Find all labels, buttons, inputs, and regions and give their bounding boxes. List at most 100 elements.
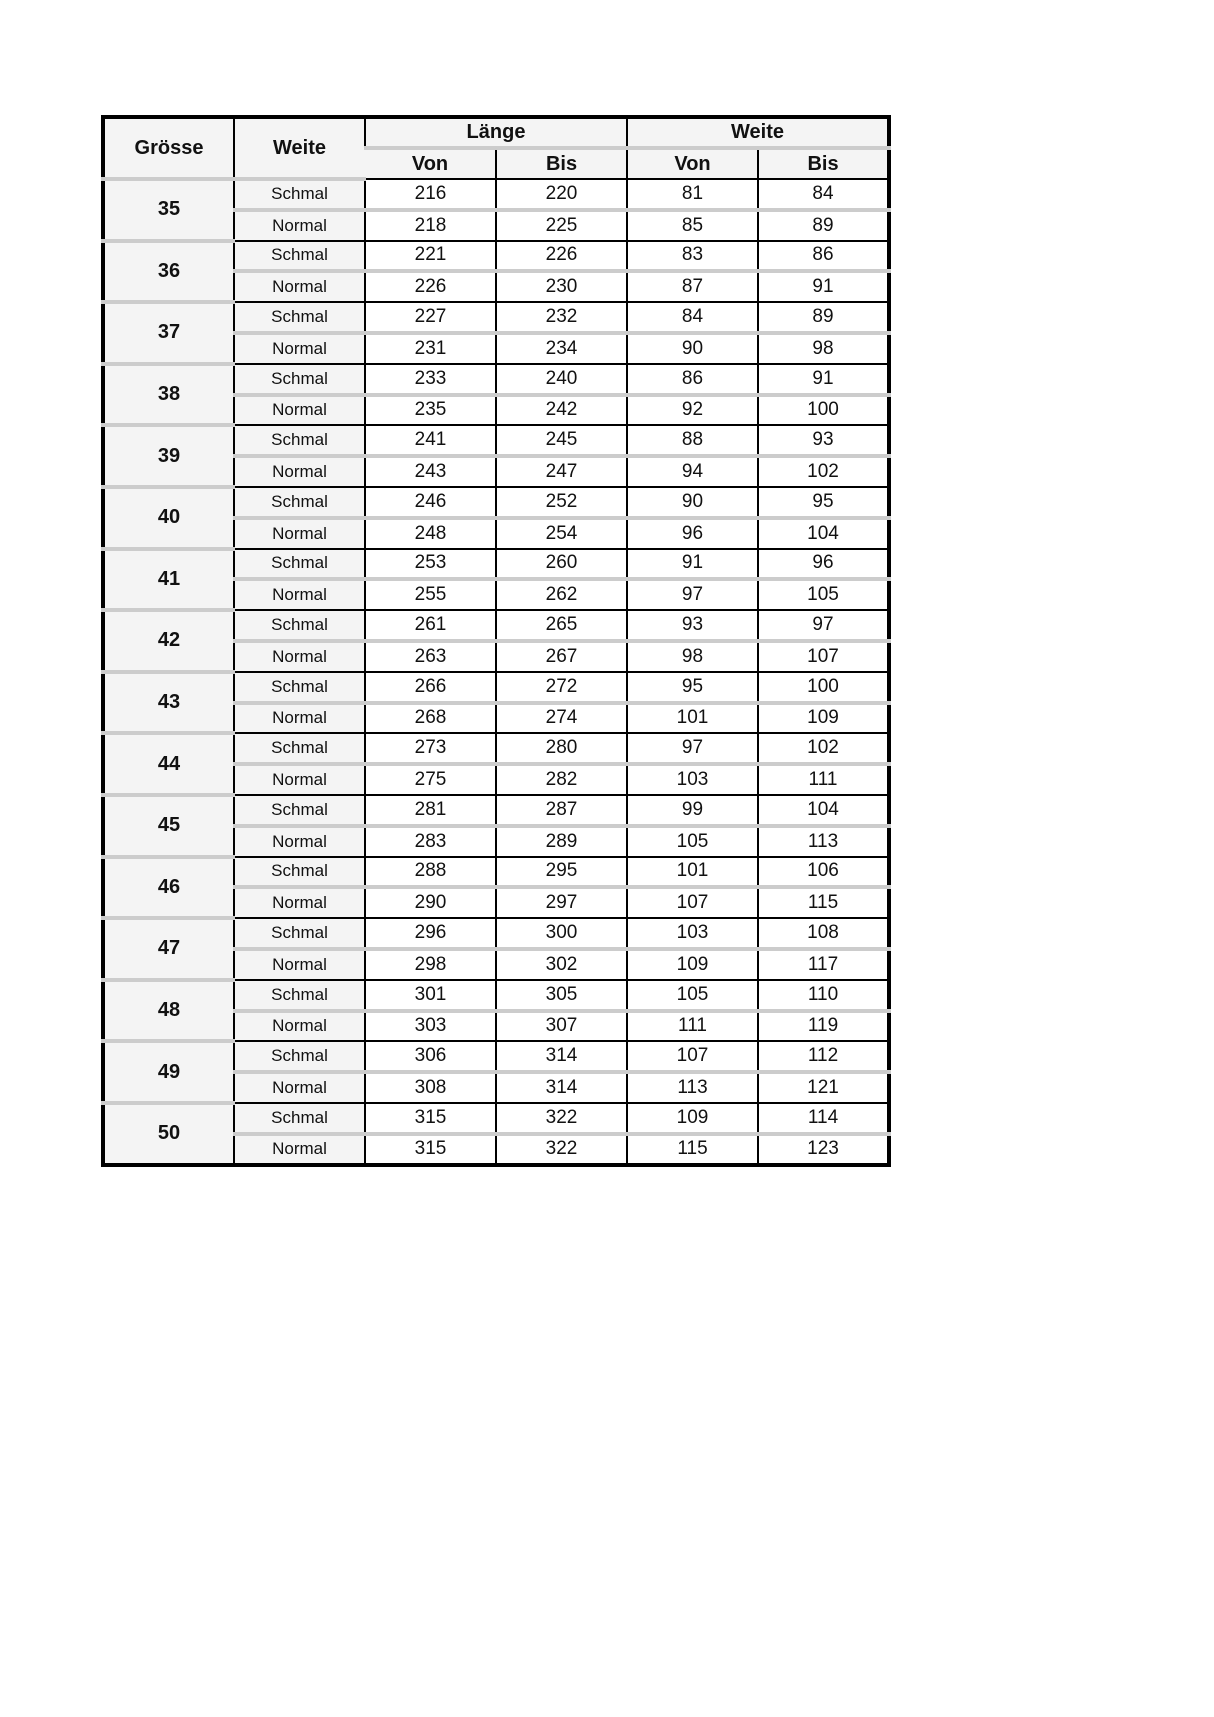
table-row-42-normal: Normal 263 267 98 107 xyxy=(103,638,889,672)
laenge-von-cell: 283 xyxy=(364,823,496,857)
weite-von-cell: 90 xyxy=(626,485,758,518)
laenge-bis-cell: 260 xyxy=(495,547,627,580)
table-row-48-normal: Normal 303 307 111 119 xyxy=(103,1008,889,1042)
laenge-von-cell: 303 xyxy=(364,1008,496,1042)
weite-bis-cell: 123 xyxy=(757,1131,889,1165)
weite-cell: Schmal xyxy=(233,362,365,395)
table-row-41-schmal: 41 Schmal 253 260 91 96 xyxy=(103,546,889,611)
table-row-41-normal: Normal 255 262 97 105 xyxy=(103,577,889,611)
weite-bis-cell: 89 xyxy=(757,301,889,333)
size-cell: 39 xyxy=(103,423,234,487)
weite-cell: Schmal xyxy=(233,1101,365,1134)
table-row-37-normal: Normal 231 234 90 98 xyxy=(103,330,889,364)
weite-bis-cell: 105 xyxy=(757,577,889,611)
laenge-bis-cell: 220 xyxy=(495,178,627,210)
laenge-von-cell: 218 xyxy=(364,207,496,241)
table-row-39-normal: Normal 243 247 94 102 xyxy=(103,454,889,487)
weite-cell: Schmal xyxy=(233,178,365,210)
header-weite-group: Weite xyxy=(626,117,889,150)
laenge-von-cell: 268 xyxy=(364,700,496,734)
laenge-bis-cell: 234 xyxy=(495,330,627,364)
size-cell: 37 xyxy=(103,300,234,364)
weite-cell: Normal xyxy=(233,577,365,611)
size-cell: 44 xyxy=(103,731,234,795)
table-row-50-schmal: 50 Schmal 315 322 109 114 xyxy=(103,1100,889,1165)
weite-von-cell: 109 xyxy=(626,1101,758,1134)
header-laenge-von: Von xyxy=(365,148,496,180)
weite-bis-cell: 108 xyxy=(757,917,889,949)
size-cell: 49 xyxy=(103,1039,234,1103)
weite-cell: Normal xyxy=(233,330,365,364)
laenge-bis-cell: 232 xyxy=(495,301,627,333)
laenge-bis-cell: 314 xyxy=(495,1070,627,1103)
weite-bis-cell: 109 xyxy=(757,700,889,734)
laenge-von-cell: 275 xyxy=(364,762,496,795)
laenge-von-cell: 306 xyxy=(364,1040,496,1073)
laenge-bis-cell: 297 xyxy=(495,885,627,919)
weite-von-cell: 85 xyxy=(626,207,758,241)
weite-bis-cell: 100 xyxy=(757,392,889,426)
laenge-bis-cell: 265 xyxy=(495,609,627,641)
weite-bis-cell: 102 xyxy=(757,732,889,765)
laenge-bis-cell: 247 xyxy=(495,454,627,487)
table-row-39-schmal: 39 Schmal 241 245 88 93 xyxy=(103,423,889,487)
header-weite-bis: Bis xyxy=(757,148,889,180)
table-row-37-schmal: 37 Schmal 227 232 84 89 xyxy=(103,300,889,364)
weite-bis-cell: 98 xyxy=(757,330,889,364)
weite-cell: Schmal xyxy=(233,670,365,703)
size-cell: 50 xyxy=(103,1100,234,1165)
weite-von-cell: 103 xyxy=(626,917,758,949)
table-row-49-schmal: 49 Schmal 306 314 107 112 xyxy=(103,1039,889,1103)
laenge-bis-cell: 322 xyxy=(495,1131,627,1165)
weite-von-cell: 107 xyxy=(626,885,758,919)
weite-cell: Normal xyxy=(233,392,365,426)
weite-cell: Normal xyxy=(233,762,365,795)
weite-cell: Schmal xyxy=(233,855,365,888)
size-cell: 43 xyxy=(103,669,234,734)
table-row-36-schmal: 36 Schmal 221 226 83 86 xyxy=(103,238,889,303)
table-row-40-normal: Normal 248 254 96 104 xyxy=(103,515,889,549)
table-row-47-schmal: 47 Schmal 296 300 103 108 xyxy=(103,916,889,980)
weite-von-cell: 101 xyxy=(626,700,758,734)
weite-von-cell: 101 xyxy=(626,855,758,888)
weite-von-cell: 98 xyxy=(626,638,758,672)
weite-von-cell: 94 xyxy=(626,454,758,487)
laenge-von-cell: 255 xyxy=(364,577,496,611)
weite-cell: Normal xyxy=(233,454,365,487)
table-row-38-normal: Normal 235 242 92 100 xyxy=(103,392,889,426)
weite-von-cell: 105 xyxy=(626,978,758,1011)
table-row-46-normal: Normal 290 297 107 115 xyxy=(103,885,889,919)
weite-bis-cell: 91 xyxy=(757,362,889,395)
weite-von-cell: 97 xyxy=(626,732,758,765)
size-cell: 42 xyxy=(103,608,234,672)
weite-von-cell: 87 xyxy=(626,269,758,303)
weite-bis-cell: 114 xyxy=(757,1101,889,1134)
size-cell: 38 xyxy=(103,361,234,426)
weite-von-cell: 107 xyxy=(626,1040,758,1073)
weite-von-cell: 86 xyxy=(626,362,758,395)
weite-cell: Schmal xyxy=(233,1040,365,1073)
header-laenge-bis: Bis xyxy=(495,148,627,180)
table-row-36-normal: Normal 226 230 87 91 xyxy=(103,269,889,303)
weite-bis-cell: 89 xyxy=(757,207,889,241)
weite-cell: Normal xyxy=(233,638,365,672)
laenge-bis-cell: 300 xyxy=(495,917,627,949)
laenge-bis-cell: 287 xyxy=(495,793,627,826)
table-row-48-schmal: 48 Schmal 301 305 105 110 xyxy=(103,977,889,1042)
weite-von-cell: 105 xyxy=(626,823,758,857)
laenge-von-cell: 315 xyxy=(364,1131,496,1165)
weite-cell: Schmal xyxy=(233,239,365,272)
laenge-von-cell: 235 xyxy=(364,392,496,426)
laenge-von-cell: 298 xyxy=(364,946,496,980)
laenge-bis-cell: 267 xyxy=(495,638,627,672)
weite-cell: Schmal xyxy=(233,485,365,518)
laenge-bis-cell: 225 xyxy=(495,207,627,241)
laenge-von-cell: 221 xyxy=(364,239,496,272)
weite-bis-cell: 117 xyxy=(757,946,889,980)
table-row-45-schmal: 45 Schmal 281 287 99 104 xyxy=(103,792,889,857)
table-row-46-schmal: 46 Schmal 288 295 101 106 xyxy=(103,854,889,919)
weite-von-cell: 99 xyxy=(626,793,758,826)
laenge-von-cell: 301 xyxy=(364,978,496,1011)
size-cell: 40 xyxy=(103,484,234,549)
weite-bis-cell: 106 xyxy=(757,855,889,888)
